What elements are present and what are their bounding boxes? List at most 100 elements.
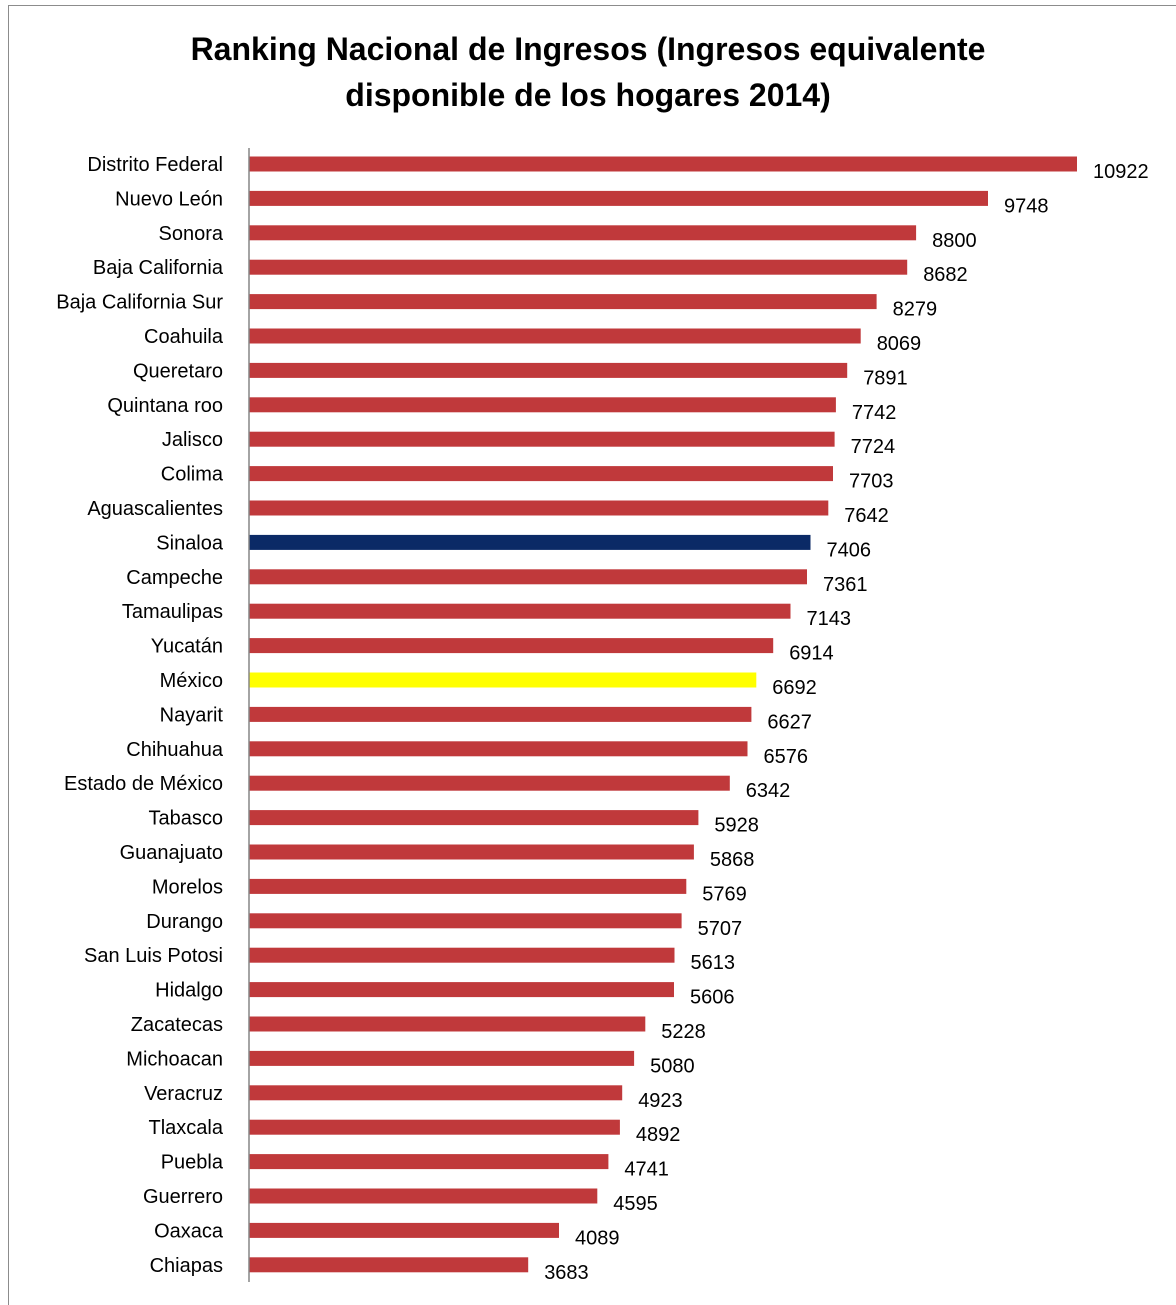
value-label-22: 5707 [698, 918, 743, 940]
bar-28 [249, 1119, 620, 1135]
category-label-0: Distrito Federal [87, 154, 223, 176]
category-label-15: México [160, 670, 223, 692]
category-label-28: Tlaxcala [149, 1117, 224, 1139]
bar-12 [249, 569, 807, 585]
value-label-4: 8279 [893, 299, 938, 321]
value-label-14: 6914 [789, 643, 834, 665]
category-label-1: Nuevo León [115, 188, 223, 210]
category-label-26: Michoacan [126, 1048, 223, 1070]
value-label-21: 5769 [702, 883, 747, 905]
category-labels: Distrito Federal Nuevo León Sonora Baja Cal… [56, 154, 224, 1277]
category-label-23: San Luis Potosi [84, 945, 223, 967]
bar-22 [249, 913, 682, 929]
bar-6 [249, 362, 848, 378]
bar-18 [249, 775, 730, 791]
bar-10 [249, 500, 829, 516]
category-label-32: Chiapas [150, 1255, 223, 1277]
value-label-6: 7891 [863, 367, 908, 389]
value-label-31: 4089 [575, 1227, 620, 1249]
value-label-28: 4892 [636, 1124, 681, 1146]
bar-27 [249, 1085, 623, 1101]
bar-21 [249, 878, 687, 894]
category-label-10: Aguascalientes [87, 498, 223, 520]
category-label-2: Sonora [159, 223, 224, 245]
bar-4 [249, 294, 877, 310]
bar-8 [249, 431, 835, 447]
value-label-26: 5080 [650, 1055, 695, 1077]
value-labels: 10922 9748 8800 8682 8279 8069 7891 7742 7724 770… [544, 161, 1148, 1284]
value-label-9: 7703 [849, 471, 894, 493]
value-label-10: 7642 [844, 505, 889, 527]
bar-30 [249, 1188, 598, 1204]
category-label-27: Veracruz [144, 1083, 223, 1105]
bar-29 [249, 1154, 609, 1170]
value-label-0: 10922 [1093, 161, 1149, 183]
category-label-5: Coahuila [144, 326, 224, 348]
bar-15 [249, 672, 757, 688]
bar-19 [249, 810, 699, 826]
value-label-30: 4595 [613, 1193, 658, 1215]
value-label-11: 7406 [827, 539, 872, 561]
category-label-8: Jalisco [162, 429, 223, 451]
category-label-12: Campeche [126, 567, 223, 589]
bar-7 [249, 397, 836, 413]
bar-9 [249, 466, 833, 482]
bar-17 [249, 741, 748, 757]
value-label-7: 7742 [852, 402, 897, 424]
category-label-4: Baja California Sur [56, 292, 223, 314]
bar-2 [249, 225, 917, 241]
value-label-1: 9748 [1004, 195, 1049, 217]
chart-title-line-1: Ranking Nacional de Ingresos (Ingresos e… [190, 31, 986, 67]
category-label-29: Puebla [161, 1152, 224, 1174]
bar-23 [249, 947, 675, 963]
bar-13 [249, 603, 791, 619]
category-label-24: Hidalgo [155, 980, 223, 1002]
chart-title: Ranking Nacional de Ingresos (Ingresos e… [0, 26, 1176, 118]
bar-32 [249, 1257, 529, 1273]
category-label-16: Nayarit [160, 704, 224, 726]
bar-24 [249, 982, 674, 998]
value-label-32: 3683 [544, 1262, 589, 1284]
category-label-18: Estado de México [64, 773, 223, 795]
category-label-19: Tabasco [149, 808, 224, 830]
category-label-7: Quintana roo [107, 395, 223, 417]
value-label-17: 6576 [764, 746, 809, 768]
bar-11 [249, 534, 811, 550]
category-label-3: Baja California [93, 257, 224, 279]
category-label-9: Colima [161, 464, 224, 486]
value-label-5: 8069 [877, 333, 922, 355]
category-label-11: Sinaloa [156, 532, 224, 554]
category-label-17: Chihuahua [126, 739, 224, 761]
category-label-21: Morelos [152, 876, 223, 898]
value-label-24: 5606 [690, 987, 735, 1009]
value-label-15: 6692 [772, 677, 817, 699]
bar-5 [249, 328, 861, 344]
category-label-13: Tamaulipas [122, 601, 223, 623]
value-label-25: 5228 [661, 1021, 706, 1043]
bars-layer [249, 156, 1077, 1273]
value-label-27: 4923 [638, 1090, 683, 1112]
bar-16 [249, 706, 752, 722]
value-label-12: 7361 [823, 574, 868, 596]
bar-26 [249, 1050, 635, 1066]
value-label-29: 4741 [624, 1159, 669, 1181]
bar-0 [249, 156, 1077, 172]
value-label-2: 8800 [932, 230, 977, 252]
bar-14 [249, 638, 774, 654]
value-label-20: 5868 [710, 849, 755, 871]
category-label-25: Zacatecas [131, 1014, 223, 1036]
bar-31 [249, 1222, 559, 1238]
category-label-31: Oaxaca [154, 1220, 224, 1242]
category-label-6: Queretaro [133, 360, 223, 382]
value-label-18: 6342 [746, 780, 791, 802]
bar-20 [249, 844, 694, 860]
chart-title-line-2: disponible de los hogares 2014) [345, 77, 831, 113]
value-label-8: 7724 [851, 436, 896, 458]
category-label-30: Guerrero [143, 1186, 223, 1208]
category-label-14: Yucatán [151, 636, 223, 658]
value-label-19: 5928 [714, 815, 759, 837]
category-label-22: Durango [146, 911, 223, 933]
bar-3 [249, 259, 908, 275]
value-label-16: 6627 [767, 711, 812, 733]
